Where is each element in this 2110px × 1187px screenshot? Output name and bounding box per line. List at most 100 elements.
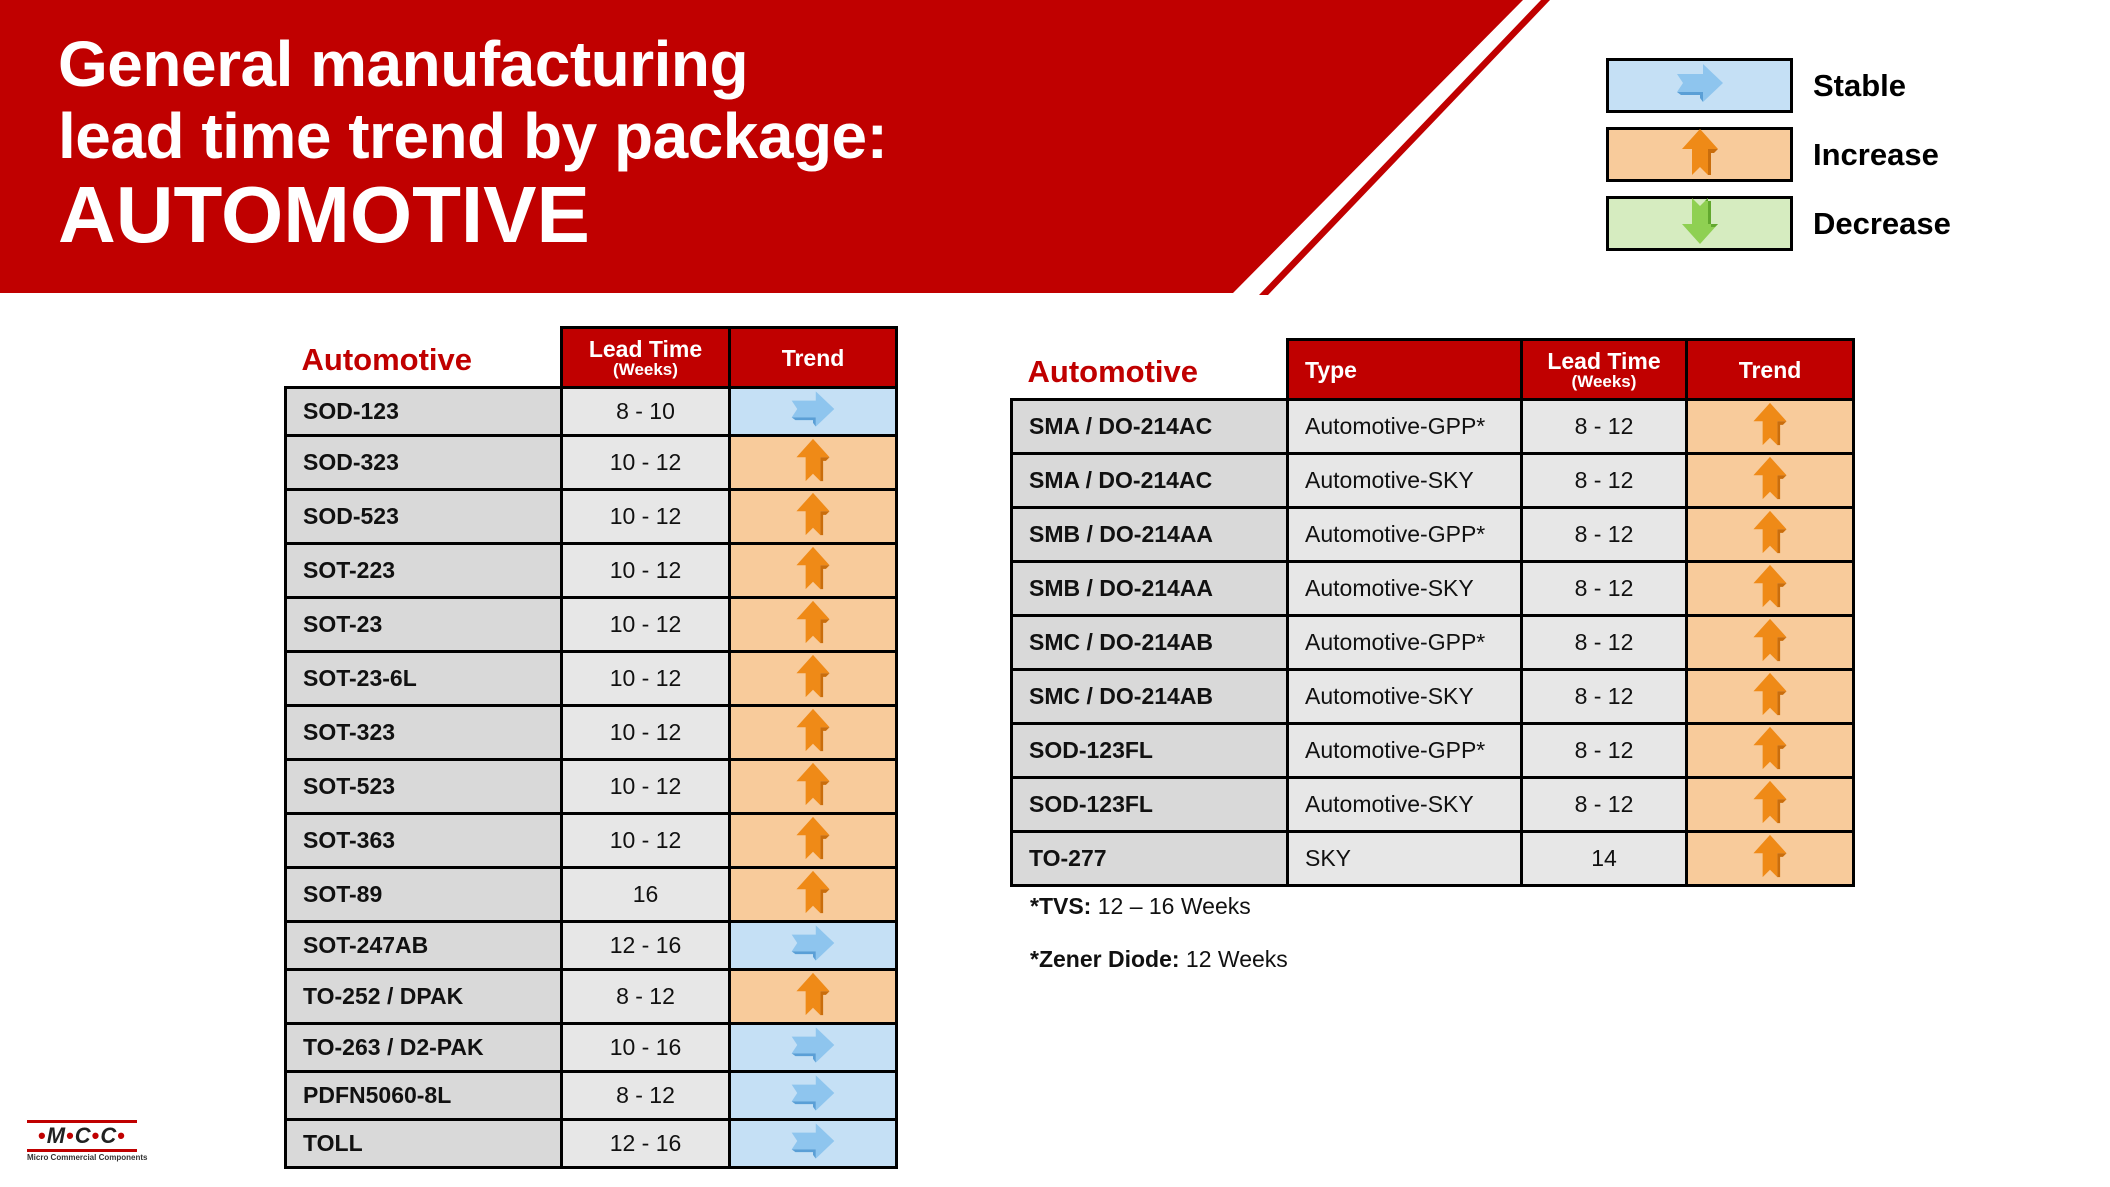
right-lead-time-table: Automotive Type Lead Time (Weeks) Trend … xyxy=(1010,338,1855,887)
package-cell: SOT-323 xyxy=(284,704,563,761)
arrow-up-icon xyxy=(793,869,833,920)
package-cell: SMC / DO-214AB xyxy=(1010,614,1289,671)
type-cell: Automotive-SKY xyxy=(1286,452,1523,509)
legend-label-stable: Stable xyxy=(1813,67,1907,103)
arrow-up-icon xyxy=(793,707,833,758)
type-cell: Automotive-GPP* xyxy=(1286,722,1523,779)
left-header-lead-time: Lead Time (Weeks) xyxy=(560,326,731,389)
trend-cell xyxy=(728,1070,898,1121)
note-tvs: *TVS: 12 – 16 Weeks xyxy=(1030,893,1288,919)
trend-cell xyxy=(728,542,898,599)
package-cell: TO-277 xyxy=(1010,830,1289,887)
lead-time-cell: 10 - 16 xyxy=(560,1022,731,1073)
table-row: TO-252 / DPAK 8 - 12 xyxy=(284,968,898,1025)
lead-time-cell: 8 - 10 xyxy=(560,386,731,437)
trend-cell xyxy=(728,920,898,971)
lead-time-cell: 8 - 12 xyxy=(1520,560,1688,617)
legend-item-decrease: Decrease xyxy=(1606,196,1951,251)
table-row: SMA / DO-214AC Automotive-GPP* 8 - 12 xyxy=(1010,398,1855,455)
lead-time-cell: 14 xyxy=(1520,830,1688,887)
lead-time-cell: 10 - 12 xyxy=(560,650,731,707)
table-row: SOT-89 16 xyxy=(284,866,898,923)
lead-time-cell: 8 - 12 xyxy=(1520,398,1688,455)
logo-mark: •M•C•C• xyxy=(38,1123,126,1148)
lead-time-cell: 8 - 12 xyxy=(1520,506,1688,563)
trend-cell xyxy=(728,596,898,653)
package-cell: SOT-23-6L xyxy=(284,650,563,707)
trend-cell xyxy=(1685,506,1855,563)
table-row: SMA / DO-214AC Automotive-SKY 8 - 12 xyxy=(1010,452,1855,509)
arrow-up-icon xyxy=(1679,127,1721,182)
arrow-up-icon xyxy=(1750,563,1790,614)
package-cell: SOT-223 xyxy=(284,542,563,599)
table-row: PDFN5060-8L 8 - 12 xyxy=(284,1070,898,1121)
legend-swatch-stable xyxy=(1606,58,1793,113)
lead-time-cell: 10 - 12 xyxy=(560,704,731,761)
arrow-up-icon xyxy=(1750,455,1790,506)
arrow-right-icon xyxy=(788,1073,838,1118)
lead-time-cell: 10 - 12 xyxy=(560,542,731,599)
logo-letter: C xyxy=(100,1123,118,1148)
trend-cell xyxy=(728,866,898,923)
note-zener-label: *Zener Diode: xyxy=(1030,946,1180,972)
arrow-up-icon xyxy=(1750,509,1790,560)
table-row: SOD-323 10 - 12 xyxy=(284,434,898,491)
table-row: SOT-363 10 - 12 xyxy=(284,812,898,869)
arrow-up-icon xyxy=(793,971,833,1022)
table-row: SOT-523 10 - 12 xyxy=(284,758,898,815)
trend-cell xyxy=(1685,830,1855,887)
arrow-right-icon xyxy=(788,1121,838,1166)
table-row: SOD-523 10 - 12 xyxy=(284,488,898,545)
legend-swatch-decrease xyxy=(1606,196,1793,251)
title-line-2: lead time trend by package: xyxy=(58,100,888,172)
arrow-up-icon xyxy=(1750,671,1790,722)
lead-time-label: Lead Time xyxy=(588,335,703,362)
trend-cell xyxy=(1685,722,1855,779)
table-row: SOT-23-6L 10 - 12 xyxy=(284,650,898,707)
trend-cell xyxy=(1685,398,1855,455)
package-cell: SOT-523 xyxy=(284,758,563,815)
table-row: TO-277 SKY 14 xyxy=(1010,830,1855,887)
type-cell: SKY xyxy=(1286,830,1523,887)
package-cell: SOD-123FL xyxy=(1010,776,1289,833)
trend-cell xyxy=(728,968,898,1025)
lead-time-cell: 10 - 12 xyxy=(560,758,731,815)
lead-time-cell: 8 - 12 xyxy=(1520,668,1688,725)
legend-swatch-increase xyxy=(1606,127,1793,182)
type-cell: Automotive-GPP* xyxy=(1286,398,1523,455)
left-lead-time-table: Automotive Lead Time (Weeks) Trend SOD-1… xyxy=(284,326,898,1169)
lead-time-cell: 10 - 12 xyxy=(560,596,731,653)
type-cell: Automotive-SKY xyxy=(1286,776,1523,833)
trend-cell xyxy=(728,488,898,545)
logo-bottom-bar xyxy=(27,1149,137,1152)
type-cell: Automotive-GPP* xyxy=(1286,506,1523,563)
arrow-up-icon xyxy=(793,599,833,650)
lead-time-unit: (Weeks) xyxy=(1571,371,1637,391)
logo-tagline: Micro Commercial Components xyxy=(27,1153,148,1162)
arrow-right-icon xyxy=(788,1025,838,1070)
footnotes: *TVS: 12 – 16 Weeks *Zener Diode: 12 Wee… xyxy=(1030,893,1288,999)
note-zener: *Zener Diode: 12 Weeks xyxy=(1030,946,1288,972)
package-cell: SOD-523 xyxy=(284,488,563,545)
arrow-up-icon xyxy=(1750,833,1790,884)
right-header-trend: Trend xyxy=(1685,338,1855,401)
table-row: SOD-123FL Automotive-GPP* 8 - 12 xyxy=(1010,722,1855,779)
arrow-up-icon xyxy=(1750,401,1790,452)
lead-time-unit: (Weeks) xyxy=(613,359,678,379)
trend-legend: Stable Increase Decrease xyxy=(1606,58,1951,265)
package-cell: TOLL xyxy=(284,1118,563,1169)
arrow-up-icon xyxy=(793,545,833,596)
trend-cell xyxy=(1685,668,1855,725)
package-cell: SMB / DO-214AA xyxy=(1010,560,1289,617)
lead-time-cell: 8 - 12 xyxy=(1520,776,1688,833)
package-cell: PDFN5060-8L xyxy=(284,1070,563,1121)
table-row: SMB / DO-214AA Automotive-GPP* 8 - 12 xyxy=(1010,506,1855,563)
table-row: SOT-23 10 - 12 xyxy=(284,596,898,653)
table-row: SOT-247AB 12 - 16 xyxy=(284,920,898,971)
arrow-right-icon xyxy=(788,389,838,434)
arrow-down-icon xyxy=(1679,196,1721,251)
table-row: SMC / DO-214AB Automotive-SKY 8 - 12 xyxy=(1010,668,1855,725)
logo-letter: M xyxy=(46,1123,67,1148)
header-banner xyxy=(0,0,1550,295)
note-zener-value: 12 Weeks xyxy=(1179,946,1288,972)
